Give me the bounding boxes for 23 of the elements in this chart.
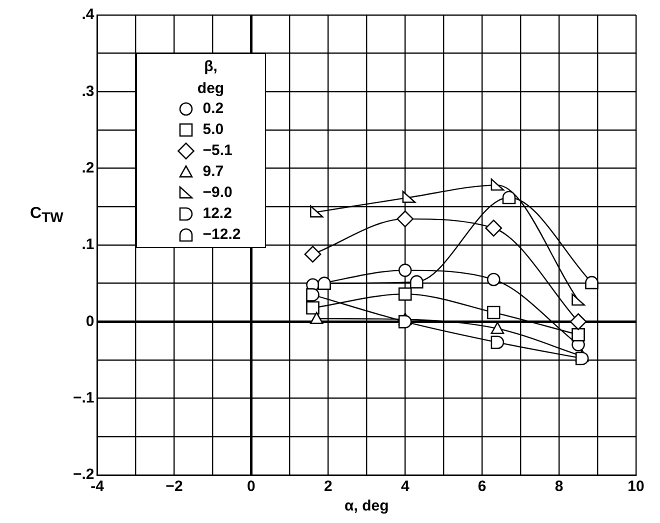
x-tick-label: 10 [628,478,644,496]
x-tick-label: 0 [247,478,256,496]
x-tick-label: −2 [166,478,183,496]
legend-label: −12.2 [202,226,241,244]
legend-label: −9.0 [202,184,232,202]
y-tick-label: .2 [82,159,94,176]
y-axis-title: C$_{TW}$ [30,205,64,226]
x-tick-label: 2 [324,478,332,496]
legend-label: 0.2 [202,100,224,118]
x-tick-label: 6 [478,478,486,496]
y-tick-label: .1 [82,236,94,254]
x-tick-label: 4 [400,478,410,496]
y-tick-label: .3 [82,82,94,100]
legend-label: −5.1 [202,142,232,160]
y-tick-label: 0 [86,312,94,330]
x-axis-title: α, deg [344,498,389,515]
legend-label: 9.7 [202,163,224,180]
legend-label: 5.0 [202,121,224,138]
legend-title: β, deg [196,58,226,98]
y-tick-label: .4 [82,6,95,24]
legend-label: 12.2 [202,205,232,222]
y-tick-label: −.1 [72,389,94,406]
x-tick-label: 8 [554,478,564,496]
